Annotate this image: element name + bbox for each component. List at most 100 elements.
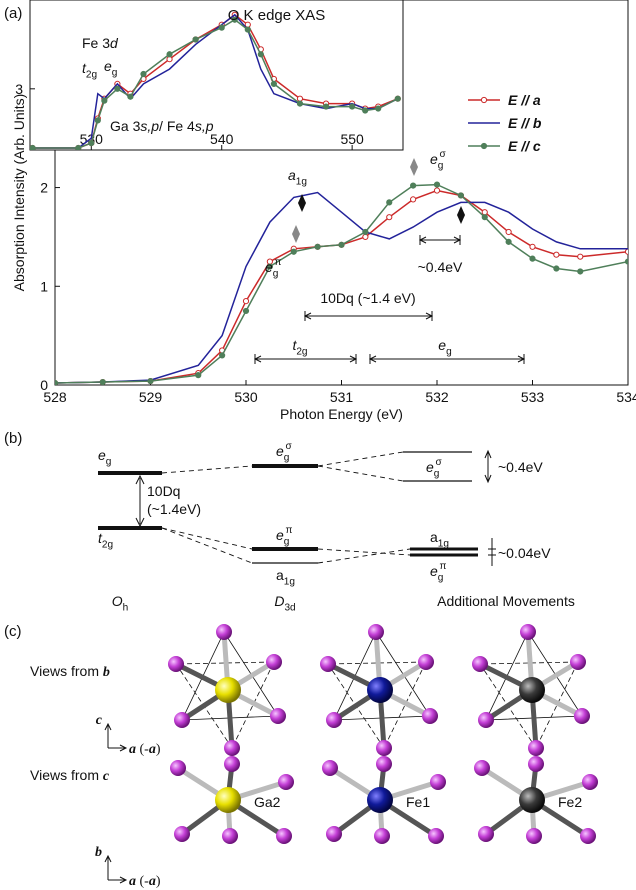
series-marker xyxy=(266,263,273,270)
text-run: s,p xyxy=(140,118,159,134)
text-run: b xyxy=(95,845,102,860)
plot-frame xyxy=(29,0,404,151)
legend-label: E // a xyxy=(508,92,541,108)
oxygen-atom xyxy=(478,712,494,728)
diagram-label: egσ xyxy=(426,457,443,479)
series-marker xyxy=(433,187,441,194)
oxygen-atom xyxy=(428,828,444,844)
series-marker xyxy=(55,379,59,385)
series-marker xyxy=(219,352,226,359)
series-marker xyxy=(505,238,512,245)
y-tick-label: 2 xyxy=(40,180,48,196)
series-marker xyxy=(314,243,321,250)
text-run: d xyxy=(110,35,119,51)
oxygen-atom xyxy=(216,624,232,640)
annotation: 10Dq (~1.4 eV) xyxy=(320,290,415,306)
oxygen-atom xyxy=(580,828,596,844)
diagram-label: Additional Movements xyxy=(437,593,575,609)
oxygen-atom xyxy=(174,826,190,842)
text-run: Additional Movements xyxy=(437,593,575,609)
metal-atom xyxy=(519,677,545,703)
text-run: O xyxy=(112,593,123,609)
bracket xyxy=(418,235,462,245)
x-tick-label: 531 xyxy=(330,389,354,405)
energy-diagram xyxy=(98,449,496,566)
text-run: g xyxy=(446,346,452,357)
series-group xyxy=(30,11,401,150)
axis-arrow xyxy=(104,722,128,752)
series-marker xyxy=(481,209,488,216)
series-marker xyxy=(195,372,202,379)
panel-label: (c) xyxy=(4,623,22,640)
text-run: e xyxy=(276,443,284,459)
series-marker xyxy=(244,26,251,33)
text-run: e xyxy=(104,58,112,74)
oxygen-atom xyxy=(478,826,494,842)
text-run: c xyxy=(103,769,110,784)
text-run: g xyxy=(434,468,440,479)
text-run: a xyxy=(288,167,296,183)
oxygen-atom xyxy=(322,760,338,776)
oxygen-atom xyxy=(472,656,488,672)
oxygen-atom xyxy=(276,828,292,844)
text-run: σ xyxy=(440,149,447,160)
series-marker xyxy=(624,248,628,255)
text-run: g xyxy=(284,452,290,463)
y-tick-label: 3 xyxy=(15,81,23,97)
panel-label: (b) xyxy=(4,430,22,447)
x-tick-label: 529 xyxy=(139,389,163,405)
text-run: (- xyxy=(136,874,149,889)
annotation: eg xyxy=(438,337,451,357)
row-label: Views from c xyxy=(30,767,110,784)
atom-label: Fe2 xyxy=(558,794,582,810)
text-run: g xyxy=(106,456,112,467)
series-marker xyxy=(290,248,297,255)
x-tick-label: 540 xyxy=(210,131,234,147)
text-run: b xyxy=(103,665,110,680)
atom-label: Ga2 xyxy=(254,794,281,810)
text-run: π xyxy=(275,257,282,268)
x-tick-label: 528 xyxy=(43,389,67,405)
series-marker xyxy=(362,107,369,114)
text-run: t xyxy=(82,60,87,76)
text-run: g xyxy=(284,536,290,547)
series-marker xyxy=(231,16,238,23)
series-marker xyxy=(338,241,345,248)
oxygen-atom xyxy=(574,708,590,724)
diagram-label: t2g xyxy=(98,530,113,550)
text-run: ~0.4eV xyxy=(418,259,463,275)
x-tick-label: 550 xyxy=(340,131,364,147)
text-run: e xyxy=(426,459,434,475)
text-run: 3d xyxy=(284,602,295,613)
diagram-label: egσ xyxy=(276,441,293,463)
text-run: a xyxy=(149,874,156,889)
series-marker xyxy=(529,255,536,262)
series-marker xyxy=(553,251,560,258)
series-marker xyxy=(624,258,628,265)
text-run: 10Dq xyxy=(147,483,180,499)
oxygen-atom xyxy=(422,708,438,724)
text-run: t xyxy=(98,530,103,546)
text-run: (- xyxy=(136,742,149,757)
series-marker xyxy=(410,196,417,203)
text-run: e xyxy=(98,447,106,463)
series-marker xyxy=(386,199,393,206)
series-marker xyxy=(88,139,95,147)
oxygen-atom xyxy=(320,656,336,672)
y-tick-label: 1 xyxy=(40,278,48,294)
oxygen-atom xyxy=(376,756,392,772)
diagram-label: (~1.4eV) xyxy=(147,501,201,517)
series-group xyxy=(55,181,628,385)
oxygen-atom xyxy=(170,760,186,776)
oxygen-atom xyxy=(520,624,536,640)
legend-label: E // b xyxy=(508,115,542,131)
text-run: Ga 3 xyxy=(110,118,141,134)
metal-atom xyxy=(367,677,393,703)
text-run: e xyxy=(438,337,446,353)
text-run: g xyxy=(112,67,118,78)
text-run: a xyxy=(149,742,156,757)
annotation: Ga 3s,p/ Fe 4s,p xyxy=(110,118,214,134)
text-run: 10Dq (~1.4 eV) xyxy=(320,290,415,306)
annotation: eg xyxy=(104,58,117,78)
